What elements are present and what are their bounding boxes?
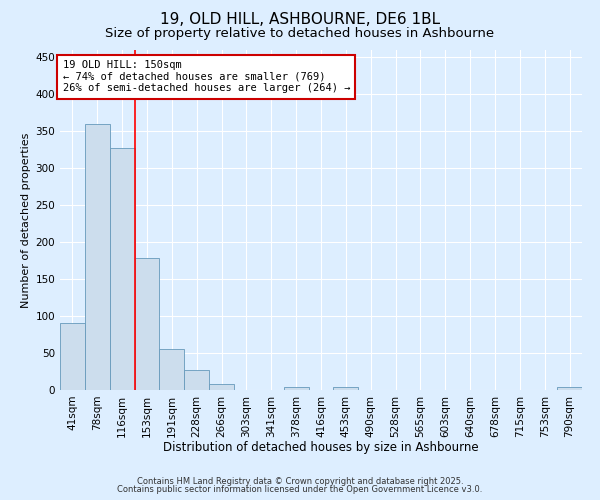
- Text: 19 OLD HILL: 150sqm
← 74% of detached houses are smaller (769)
26% of semi-detac: 19 OLD HILL: 150sqm ← 74% of detached ho…: [62, 60, 350, 94]
- Text: Contains HM Land Registry data © Crown copyright and database right 2025.: Contains HM Land Registry data © Crown c…: [137, 477, 463, 486]
- X-axis label: Distribution of detached houses by size in Ashbourne: Distribution of detached houses by size …: [163, 441, 479, 454]
- Text: Contains public sector information licensed under the Open Government Licence v3: Contains public sector information licen…: [118, 485, 482, 494]
- Text: Size of property relative to detached houses in Ashbourne: Size of property relative to detached ho…: [106, 28, 494, 40]
- Y-axis label: Number of detached properties: Number of detached properties: [21, 132, 31, 308]
- Bar: [557, 387, 582, 390]
- Bar: [284, 387, 308, 390]
- Bar: [85, 124, 110, 390]
- Bar: [184, 370, 209, 390]
- Bar: [334, 387, 358, 390]
- Bar: [110, 148, 134, 390]
- Text: 19, OLD HILL, ASHBOURNE, DE6 1BL: 19, OLD HILL, ASHBOURNE, DE6 1BL: [160, 12, 440, 28]
- Bar: [209, 384, 234, 390]
- Bar: [60, 324, 85, 390]
- Bar: [134, 258, 160, 390]
- Bar: [160, 350, 184, 390]
